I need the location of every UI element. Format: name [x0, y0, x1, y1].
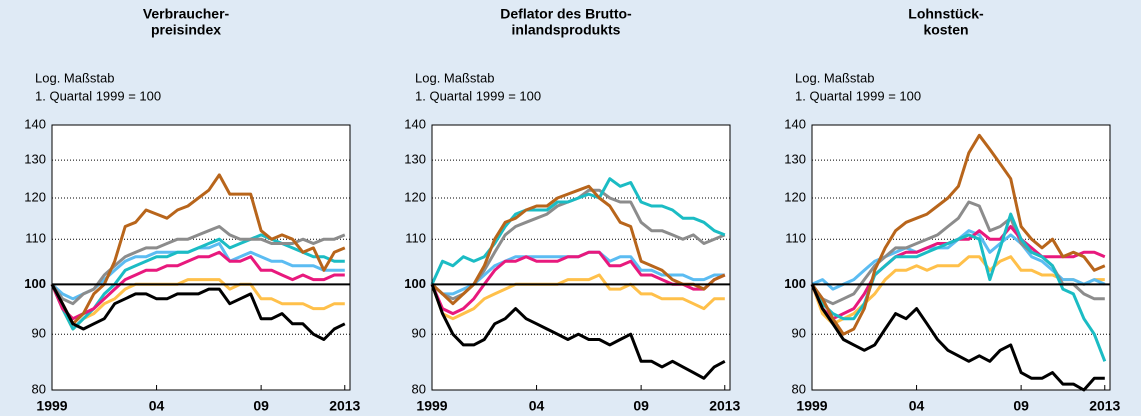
plot-frame: [51, 124, 351, 391]
annotation: 1. Quartal 1999 = 100: [795, 88, 921, 103]
annotation: 1. Quartal 1999 = 100: [35, 88, 161, 103]
x-tick-label: 2013: [1089, 398, 1120, 414]
x-tick-label: 1999: [36, 398, 67, 414]
annotation: Log. Maßstab: [35, 70, 115, 85]
series-line: [50, 233, 345, 331]
y-tick-label: 130: [404, 152, 426, 167]
chart-title: Deflator des Brutto-: [500, 6, 632, 22]
series-line: [50, 283, 346, 341]
series-line: [810, 212, 1107, 362]
plot-area: [432, 125, 730, 390]
series-line: [430, 283, 726, 380]
chart-title: kosten: [923, 22, 968, 38]
x-tick-label: 1999: [416, 398, 447, 414]
series-line: [810, 133, 1106, 336]
chart-title: Lohnstück-: [908, 6, 984, 22]
y-tick-label: 110: [25, 231, 46, 246]
y-tick-label: 90: [32, 326, 46, 341]
series-line: [50, 278, 345, 331]
y-tick-label: 140: [404, 116, 426, 131]
y-tick-label: 100: [24, 276, 46, 291]
y-tick-label: 110: [785, 231, 806, 246]
y-tick-label: 130: [24, 152, 46, 167]
x-tick-label: 1999: [796, 398, 827, 414]
y-tick-label: 100: [784, 276, 806, 291]
y-tick-label: 100: [404, 276, 426, 291]
panel: Lohnstück-kosten Log. Maßstab 1. Quartal 1…: [784, 6, 1120, 414]
annotation: 1. Quartal 1999 = 100: [415, 88, 541, 103]
y-tick-label: 80: [412, 381, 426, 396]
x-tick-label: 04: [529, 398, 545, 414]
series-line: [430, 273, 725, 321]
series-line: [810, 283, 1105, 392]
series-line: [430, 184, 726, 306]
plot-frame: [811, 124, 1111, 391]
y-tick-label: 110: [405, 231, 426, 246]
chart-title: inlandsprodukts: [512, 22, 621, 38]
annotation: Log. Maßstab: [415, 70, 495, 85]
x-tick-label: 09: [633, 398, 649, 414]
x-tick-label: 04: [149, 398, 165, 414]
y-tick-label: 80: [792, 381, 806, 396]
panel: Verbraucher-preisindex Log. Maßstab 1. Qua…: [24, 6, 360, 414]
y-tick-label: 90: [412, 326, 426, 341]
plot-frame: [431, 124, 731, 391]
series-line: [50, 173, 346, 326]
y-tick-label: 120: [784, 189, 806, 204]
y-tick-label: 140: [24, 116, 46, 131]
chart-title: preisindex: [151, 22, 221, 38]
chart-title: Verbraucher-: [143, 6, 230, 22]
y-tick-label: 90: [792, 326, 806, 341]
y-tick-label: 120: [404, 189, 426, 204]
series-line: [430, 177, 726, 285]
series-line: [50, 250, 345, 321]
x-tick-label: 09: [253, 398, 269, 414]
y-tick-label: 140: [784, 116, 806, 131]
x-tick-label: 2013: [329, 398, 360, 414]
x-tick-label: 2013: [709, 398, 740, 414]
x-tick-label: 09: [1013, 398, 1029, 414]
y-tick-label: 120: [24, 189, 46, 204]
y-tick-label: 130: [784, 152, 806, 167]
y-tick-label: 80: [32, 381, 46, 396]
panel: Deflator des Brutto-inlandsprodukts Log. …: [404, 6, 740, 414]
annotation: Log. Maßstab: [795, 70, 875, 85]
x-tick-label: 04: [909, 398, 925, 414]
